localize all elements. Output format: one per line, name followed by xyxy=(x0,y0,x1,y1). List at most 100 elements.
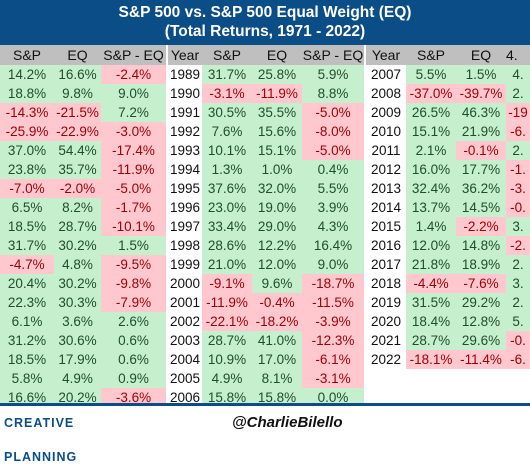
return-cell: 7.6% xyxy=(202,122,252,141)
return-cell: 15.1% xyxy=(252,141,302,160)
year-cell: 1993 xyxy=(168,141,202,160)
year-cell: 1999 xyxy=(168,255,202,274)
diff-cell: 0.0% xyxy=(302,388,364,407)
diff-cell: 3.9% xyxy=(302,198,364,217)
return-cell: 31.7% xyxy=(0,236,54,255)
return-cell: 25.8% xyxy=(252,65,302,84)
diff-cell: 0.6% xyxy=(101,331,166,350)
return-cell: 46.3% xyxy=(456,103,506,122)
return-cell: 5.5% xyxy=(406,65,456,84)
empty-row xyxy=(366,388,530,407)
return-cell: 1.4% xyxy=(406,217,456,236)
return-cell: 30.2% xyxy=(54,274,101,293)
year-cell: 2019 xyxy=(366,293,406,312)
return-cell: 26.5% xyxy=(406,103,456,122)
year-cell: 1996 xyxy=(168,198,202,217)
year-cell: 2012 xyxy=(366,160,406,179)
table-title: S&P 500 vs. S&P 500 Equal Weight (EQ) (T… xyxy=(0,0,530,45)
return-cell: -11.4% xyxy=(456,350,506,369)
diff-cell: -8.0% xyxy=(302,122,364,141)
diff-cell: -1.7% xyxy=(101,198,166,217)
return-cell: 8.1% xyxy=(252,369,302,388)
return-cell: 30.2% xyxy=(54,236,101,255)
diff-cell: -18.7% xyxy=(302,274,364,293)
return-cell: -11.9% xyxy=(252,84,302,103)
return-cell: -2.0% xyxy=(54,179,101,198)
header-sp-minus-eq-partial: 4. xyxy=(506,47,518,63)
year-cell: 2014 xyxy=(366,198,406,217)
diff-cell: 16.4% xyxy=(302,236,364,255)
header-eq: EQ xyxy=(266,47,288,63)
return-cell: 22.3% xyxy=(0,293,54,312)
footer-bar xyxy=(0,403,530,443)
return-cell: 1.3% xyxy=(202,160,252,179)
diff-cell: 5. xyxy=(506,312,530,331)
return-cell: 41.0% xyxy=(252,331,302,350)
return-cell: 29.2% xyxy=(456,293,506,312)
return-cell: 28.7% xyxy=(406,331,456,350)
return-cell: 35.7% xyxy=(54,160,101,179)
year-cell: 2001 xyxy=(168,293,202,312)
year-cell: 2004 xyxy=(168,350,202,369)
diff-cell: -12.3% xyxy=(302,331,364,350)
return-cell: 1.5% xyxy=(456,65,506,84)
return-cell: 18.4% xyxy=(406,312,456,331)
return-cell: -22.9% xyxy=(54,122,101,141)
return-cell: 12.8% xyxy=(456,312,506,331)
diff-cell: -9.5% xyxy=(101,255,166,274)
diff-cell: -3.0% xyxy=(101,122,166,141)
diff-cell: -11.9% xyxy=(101,160,166,179)
return-cell: 12.2% xyxy=(252,236,302,255)
return-cell: 6.1% xyxy=(0,312,54,331)
return-cell: 36.2% xyxy=(456,179,506,198)
return-cell: 13.7% xyxy=(406,198,456,217)
diff-cell: 9.0% xyxy=(101,84,166,103)
return-cell: 14.8% xyxy=(456,236,506,255)
header-sp-minus-eq: S&P - EQ xyxy=(302,47,364,63)
year-cell: 2015 xyxy=(366,217,406,236)
year-cell: 1992 xyxy=(168,122,202,141)
return-cell: 28.7% xyxy=(202,331,252,350)
year-cell: 2006 xyxy=(168,388,202,407)
return-cell: 21.8% xyxy=(406,255,456,274)
return-cell: -11.9% xyxy=(202,293,252,312)
year-cell: 1998 xyxy=(168,236,202,255)
return-cell: 23.8% xyxy=(0,160,54,179)
diff-cell: -6. xyxy=(506,122,530,141)
year-cell: 2013 xyxy=(366,179,406,198)
year-cell: 2011 xyxy=(366,141,406,160)
return-cell: 18.8% xyxy=(0,84,54,103)
diff-cell: 2. xyxy=(506,255,530,274)
return-cell: 18.9% xyxy=(456,255,506,274)
header-sp: S&P xyxy=(212,47,241,63)
year-cell: 1997 xyxy=(168,217,202,236)
return-cell: -0.4% xyxy=(252,293,302,312)
diff-cell: -11.5% xyxy=(302,293,364,312)
return-cell: -0.1% xyxy=(456,141,506,160)
return-cell: 30.5% xyxy=(202,103,252,122)
column-header-row: S&P EQ S&P - EQ Year S&P EQ S&P - EQ Yea… xyxy=(0,45,530,65)
diff-cell: -10.1% xyxy=(101,217,166,236)
return-cell: -39.7% xyxy=(456,84,506,103)
return-cell: 12.0% xyxy=(406,236,456,255)
year-cell: 2020 xyxy=(366,312,406,331)
diff-cell: 2. xyxy=(506,293,530,312)
return-cell: -9.1% xyxy=(202,274,252,293)
return-cell: 9.6% xyxy=(252,274,302,293)
diff-cell: -6.1% xyxy=(302,350,364,369)
diff-cell: 1.5% xyxy=(101,236,166,255)
return-cell: 10.9% xyxy=(202,350,252,369)
return-cell: 8.2% xyxy=(54,198,101,217)
return-cell: -4.7% xyxy=(0,255,54,274)
diff-cell: -3. xyxy=(506,179,530,198)
diff-cell: 2.6% xyxy=(101,312,166,331)
header-eq: EQ xyxy=(67,47,88,63)
return-cell: -2.2% xyxy=(456,217,506,236)
return-cell: 28.7% xyxy=(54,217,101,236)
return-cell: 2.1% xyxy=(406,141,456,160)
diff-cell: 8.8% xyxy=(302,84,364,103)
diff-cell: 3. xyxy=(506,274,530,293)
diff-cell: 0.4% xyxy=(302,160,364,179)
diff-cell: -5.0% xyxy=(101,179,166,198)
return-cell: -4.4% xyxy=(406,274,456,293)
